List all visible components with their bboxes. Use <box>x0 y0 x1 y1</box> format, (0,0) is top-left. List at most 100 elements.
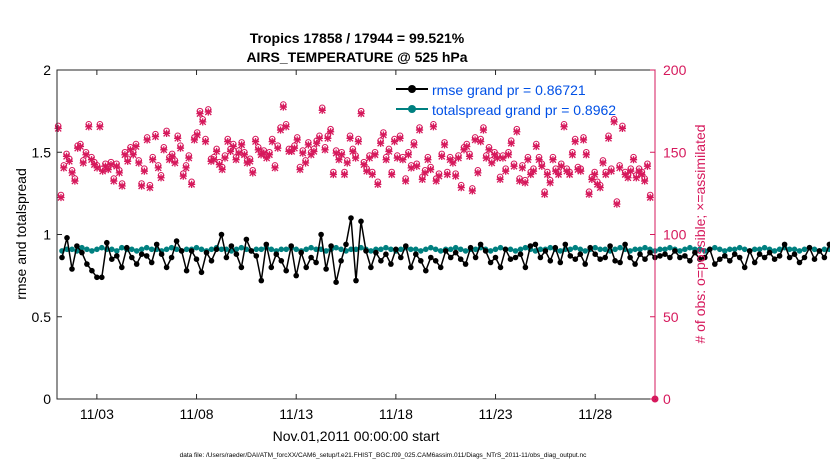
rmse-point <box>273 251 280 257</box>
obs-assimilated-point <box>185 154 193 162</box>
rmse-point <box>667 254 673 261</box>
rmse-point <box>442 248 449 254</box>
obs-assimilated-point <box>93 164 101 172</box>
obs-assimilated-point <box>332 149 340 157</box>
obs-assimilated-point <box>90 161 98 169</box>
legend-rmse-marker <box>408 85 416 93</box>
rmse-point <box>806 244 813 251</box>
rmse-point <box>647 249 653 256</box>
obs-assimilated-point <box>396 134 404 142</box>
totalspread-point <box>786 246 793 253</box>
obs-assimilated-point <box>399 156 407 164</box>
totalspread-point <box>776 246 783 253</box>
rmse-point <box>477 241 484 248</box>
totalspread-point <box>408 246 414 253</box>
rmse-point <box>104 239 110 246</box>
totalspread-point <box>89 248 95 254</box>
obs-assimilated-point <box>535 156 543 164</box>
rmse-point <box>393 246 399 253</box>
totalspread-point <box>771 248 778 254</box>
obs-assimilated-point <box>321 146 329 154</box>
obs-assimilated-point <box>571 137 579 146</box>
totalspread-point <box>109 246 115 253</box>
x-tick-label: 11/23 <box>479 406 513 422</box>
obs-assimilated-point <box>307 151 315 159</box>
obs-assimilated-point <box>74 144 82 152</box>
rmse-point <box>428 254 434 261</box>
totalspread-point <box>667 244 673 251</box>
chart-title: Tropics 17858 / 17944 = 99.521% <box>250 30 465 46</box>
obs-assimilated-point <box>485 146 493 154</box>
totalspread-point <box>338 246 344 253</box>
y-axis-right-ticks: 0 50 100 150 200 <box>650 62 687 407</box>
totalspread-point <box>133 248 140 254</box>
rmse-point <box>582 261 588 267</box>
obs-assimilated-point <box>121 151 129 159</box>
totalspread-point <box>303 246 310 253</box>
obs-assimilated-point <box>438 152 446 160</box>
obs-assimilated-point <box>616 164 624 172</box>
totalspread-point <box>697 246 703 253</box>
rmse-point <box>119 264 125 271</box>
rmse-point <box>228 243 235 249</box>
rmse-point <box>771 256 778 263</box>
totalspread-point <box>682 246 688 253</box>
totalspread-point <box>348 246 354 253</box>
obs-assimilated-point <box>407 164 415 172</box>
rmse-point <box>682 253 688 259</box>
totalspread-point <box>258 246 265 253</box>
obs-assimilated-point <box>568 151 576 159</box>
totalspread-point <box>547 244 554 251</box>
rmse-point <box>338 258 344 264</box>
obs-assimilated-point <box>388 170 396 179</box>
rmse-point <box>378 258 384 264</box>
totalspread-point <box>138 246 145 253</box>
rmse-point <box>592 251 598 257</box>
totalspread-point <box>637 246 643 253</box>
rmse-point <box>373 249 379 256</box>
totalspread-point <box>183 246 190 253</box>
totalspread-point <box>577 246 584 253</box>
rmse-point <box>153 241 160 248</box>
obs-assimilated-point <box>340 170 349 179</box>
obs-assimilated-point <box>618 124 627 133</box>
rmse-point <box>746 248 753 254</box>
chart-subtitle: AIRS_TEMPERATURE @ 525 hPa <box>246 49 467 65</box>
obs-assimilated-point <box>574 165 582 174</box>
obs-assimilated-point <box>549 156 557 164</box>
obs-assimilated-point <box>68 169 76 177</box>
rmse-point <box>497 264 504 271</box>
rmse-point <box>622 241 628 248</box>
rmse-point <box>452 249 459 256</box>
totalspread-point <box>432 246 439 253</box>
totalspread-point <box>129 246 135 253</box>
obs-assimilated-point <box>315 134 324 142</box>
obs-assimilated-point <box>454 154 463 162</box>
obs-assimilated-point <box>493 154 501 162</box>
totalspread-point <box>727 246 733 253</box>
rmse-point <box>323 266 329 272</box>
rmse-point <box>487 259 494 266</box>
obs-assimilated-point <box>563 167 571 175</box>
obs-assimilated-point <box>435 172 443 180</box>
totalspread-point <box>796 248 803 254</box>
totalspread-point <box>507 246 514 253</box>
rmse-point <box>74 243 80 249</box>
rmse-point <box>363 248 369 254</box>
obs-assimilated-point <box>218 165 226 174</box>
obs-assimilated-point <box>504 151 513 159</box>
legend-spread-label: totalspread grand pr = 0.8962 <box>432 102 616 118</box>
obs-assimilated-point <box>577 167 585 175</box>
rmse-point <box>657 253 663 259</box>
obs-assimilated-point <box>351 154 360 162</box>
obs-assimilated-point <box>460 146 468 154</box>
obs-assimilated-point <box>276 126 285 134</box>
obs-assimilated-point <box>360 161 368 169</box>
rmse-point <box>607 243 613 249</box>
obs-assimilated-point <box>176 144 185 152</box>
obs-assimilated-point <box>368 170 376 179</box>
obs-assimilated-point <box>318 106 326 114</box>
obs-assimilated-point <box>527 170 535 179</box>
totalspread-point <box>457 246 464 253</box>
obs-assimilated-point <box>490 151 499 159</box>
